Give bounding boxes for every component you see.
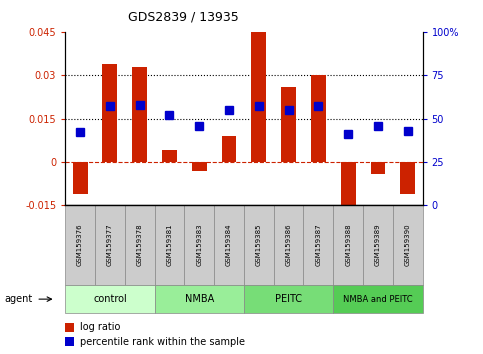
Text: GSM159377: GSM159377 <box>107 224 113 267</box>
Text: GSM159387: GSM159387 <box>315 224 321 267</box>
Text: log ratio: log ratio <box>80 322 120 332</box>
Bar <box>341 162 355 214</box>
Bar <box>281 87 296 162</box>
Text: GSM159388: GSM159388 <box>345 224 351 267</box>
Bar <box>400 162 415 194</box>
Text: GSM159389: GSM159389 <box>375 224 381 267</box>
Bar <box>192 162 207 171</box>
Text: GSM159385: GSM159385 <box>256 224 262 267</box>
Text: agent: agent <box>5 294 33 304</box>
Text: percentile rank within the sample: percentile rank within the sample <box>80 337 245 347</box>
Bar <box>72 162 87 194</box>
Bar <box>132 67 147 162</box>
Bar <box>102 64 117 162</box>
Bar <box>162 150 177 162</box>
Bar <box>222 136 237 162</box>
Text: GSM159376: GSM159376 <box>77 224 83 267</box>
Bar <box>251 32 266 162</box>
Text: GDS2839 / 13935: GDS2839 / 13935 <box>128 11 239 24</box>
Bar <box>311 75 326 162</box>
Text: PEITC: PEITC <box>275 294 302 304</box>
Text: GSM159378: GSM159378 <box>137 224 142 267</box>
Text: GSM159383: GSM159383 <box>196 224 202 267</box>
Text: control: control <box>93 294 127 304</box>
Text: GSM159386: GSM159386 <box>285 224 292 267</box>
Text: GSM159390: GSM159390 <box>405 224 411 267</box>
Bar <box>370 162 385 173</box>
Text: NMBA and PEITC: NMBA and PEITC <box>343 295 413 304</box>
Text: GSM159381: GSM159381 <box>167 224 172 267</box>
Text: NMBA: NMBA <box>185 294 214 304</box>
Text: GSM159384: GSM159384 <box>226 224 232 267</box>
